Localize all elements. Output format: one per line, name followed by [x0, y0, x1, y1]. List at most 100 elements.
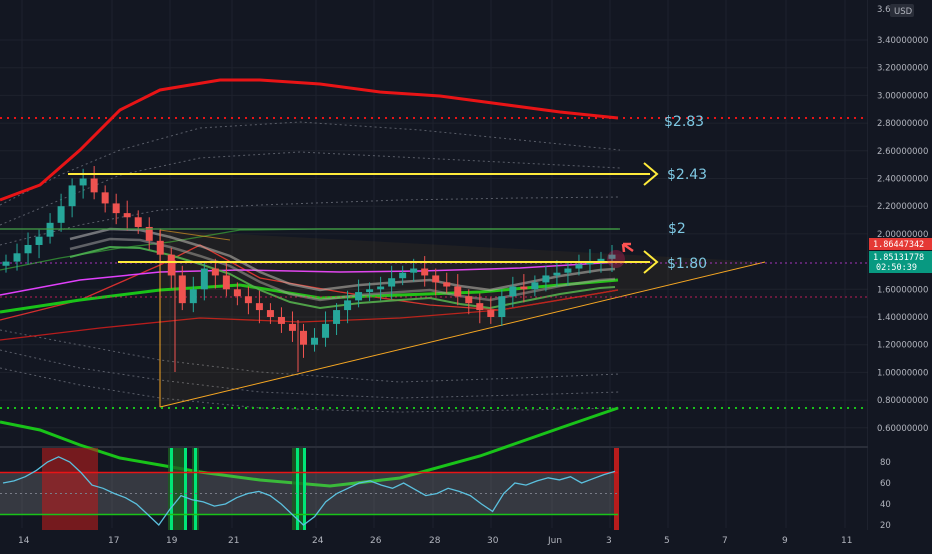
rsi-signal-bar: [194, 448, 197, 530]
bullish-candle[interactable]: [608, 254, 616, 259]
bullish-candle[interactable]: [575, 264, 583, 269]
bullish-candle[interactable]: [531, 282, 539, 290]
price-axis-label: 2.60000000: [877, 147, 928, 157]
upper-band-curve: [0, 78, 619, 202]
bullish-candle[interactable]: [344, 300, 352, 311]
bearish-candle[interactable]: [454, 286, 462, 297]
time-axis-label: 7: [722, 536, 728, 546]
bullish-candle[interactable]: [311, 337, 319, 345]
bearish-candle[interactable]: [432, 275, 440, 283]
magenta-moving-average: [0, 261, 619, 296]
bearish-candle[interactable]: [112, 203, 120, 214]
level-label-243: $2.43: [667, 167, 707, 183]
bearish-candle[interactable]: [244, 296, 252, 304]
last-price-value: 1.85131778: [873, 253, 924, 263]
bullish-candle[interactable]: [597, 258, 605, 262]
rsi-signal-bar: [296, 448, 299, 530]
bullish-candle[interactable]: [24, 244, 32, 254]
time-axis-label: 11: [841, 536, 852, 546]
price-axis-bg: [868, 0, 932, 550]
price-axis-label: 3.40000000: [877, 36, 928, 46]
bullish-candle[interactable]: [2, 261, 10, 266]
arrow-head-icon: [643, 162, 659, 186]
price-axis-label: 1.20000000: [877, 341, 928, 351]
bearish-candle[interactable]: [277, 317, 285, 324]
bullish-candle[interactable]: [79, 178, 87, 186]
bearish-candle[interactable]: [465, 296, 473, 304]
last-price-tag: [869, 251, 932, 273]
time-axis-label: 14: [18, 536, 30, 546]
rsi-signal-bar: [184, 448, 187, 530]
bullish-candle[interactable]: [509, 286, 517, 297]
bearish-candle[interactable]: [233, 289, 241, 297]
price-axis-label: 3.00000000: [877, 91, 928, 101]
time-axis-label: 3: [606, 536, 612, 546]
level-label-180: $1.80: [667, 256, 707, 272]
rsi-axis-label: 60: [880, 479, 891, 489]
bullish-candle[interactable]: [410, 268, 418, 273]
bullish-candle[interactable]: [564, 268, 572, 273]
envelope-curve: [0, 329, 621, 383]
bullish-candle[interactable]: [366, 289, 374, 293]
bullish-candle[interactable]: [388, 278, 396, 287]
bullish-candle[interactable]: [57, 206, 65, 223]
arrow-head-icon: [643, 250, 659, 274]
bearish-candle[interactable]: [123, 213, 131, 218]
bearish-candle[interactable]: [101, 192, 109, 204]
bullish-candle[interactable]: [322, 323, 330, 338]
price-axis-top-label: 3.6: [877, 5, 891, 15]
bearish-candle[interactable]: [476, 303, 484, 311]
bullish-candle[interactable]: [68, 185, 76, 207]
bullish-candle[interactable]: [553, 272, 561, 276]
bullish-candle[interactable]: [189, 289, 197, 304]
bullish-candle[interactable]: [355, 292, 363, 301]
bearish-candle[interactable]: [156, 240, 164, 255]
bullish-candle[interactable]: [333, 310, 341, 324]
time-axis-label: 24: [312, 536, 324, 546]
price-axis-label: 1.60000000: [877, 285, 928, 295]
rsi-axis-label: 40: [880, 500, 891, 510]
price-axis-label: 0.60000000: [877, 424, 928, 434]
bearish-candle[interactable]: [167, 254, 175, 276]
price-axis-label: 1.40000000: [877, 313, 928, 323]
bullish-candle[interactable]: [399, 272, 407, 279]
bullish-candle[interactable]: [200, 268, 208, 290]
time-axis-label: 26: [370, 536, 382, 546]
bullish-candle[interactable]: [46, 222, 54, 237]
bullish-candle[interactable]: [377, 286, 385, 290]
currency-button[interactable]: [890, 4, 914, 17]
price-axis-label: 3.20000000: [877, 64, 928, 74]
currency-label: USD: [894, 7, 913, 17]
bearish-candle[interactable]: [222, 275, 230, 290]
bearish-candle[interactable]: [520, 286, 528, 290]
bearish-candle[interactable]: [211, 268, 219, 276]
rsi-axis-label: 20: [880, 521, 891, 531]
time-axis-label: Jun: [547, 536, 562, 546]
bullish-candle[interactable]: [13, 253, 21, 262]
current-price-value: 1.86447342: [873, 240, 924, 250]
time-axis-label: 9: [782, 536, 788, 546]
bearish-candle[interactable]: [178, 275, 186, 304]
bearish-candle[interactable]: [487, 310, 495, 317]
price-axis-label: 2.80000000: [877, 119, 928, 129]
time-axis-bg: [0, 530, 868, 550]
bullish-candle[interactable]: [498, 296, 506, 317]
bullish-candle[interactable]: [542, 275, 550, 283]
bearish-candle[interactable]: [145, 226, 153, 241]
bearish-candle[interactable]: [90, 178, 98, 193]
rsi-axis-label: 80: [880, 458, 891, 468]
bearish-candle[interactable]: [421, 268, 429, 276]
ascending-trendline: [159, 261, 766, 408]
ema-ribbon-upper: [69, 227, 616, 292]
bearish-candle[interactable]: [266, 310, 274, 317]
bearish-candle[interactable]: [288, 323, 296, 331]
bearish-candle[interactable]: [134, 217, 142, 227]
bearish-candle[interactable]: [299, 330, 307, 345]
bullish-candle[interactable]: [35, 236, 43, 245]
level-label-2: $2: [668, 221, 686, 237]
envelope-curve: [0, 349, 621, 399]
bearish-candle[interactable]: [255, 303, 263, 311]
bearish-candle[interactable]: [443, 282, 451, 287]
